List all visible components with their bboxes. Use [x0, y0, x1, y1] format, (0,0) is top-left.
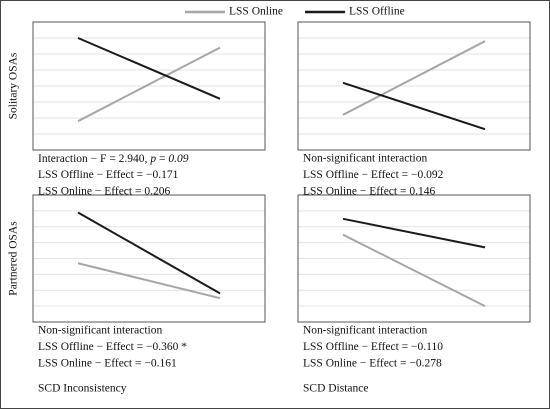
series-line	[77, 211, 221, 295]
series-line	[77, 46, 221, 123]
legend-label: LSS Offline	[349, 6, 405, 18]
series-line	[342, 40, 486, 116]
annotation: LSS Offline − Effect = −0.110	[303, 341, 443, 353]
panel-border	[297, 194, 531, 323]
annotation: LSS Online − Effect = −0.161	[38, 358, 177, 370]
annotation: LSS Online − Effect = −0.278	[303, 358, 442, 370]
annotation-part: 0.09	[168, 153, 188, 165]
annotation-part: =	[156, 153, 168, 165]
annotation-part: p	[149, 153, 156, 165]
panel-border	[32, 194, 266, 323]
legend-label: LSS Online	[229, 6, 283, 18]
panel-border	[32, 21, 266, 151]
annotation-part: Interaction − F = 2.940,	[38, 153, 150, 165]
series-line	[342, 217, 486, 249]
annotation: Non-significant interaction	[38, 325, 162, 337]
panel-border	[297, 21, 531, 151]
annotation: LSS Online − Effect = 0.146	[303, 186, 435, 198]
series-line	[77, 37, 221, 100]
series-line	[342, 233, 486, 308]
series-line	[77, 262, 221, 300]
annotation: LSS Offline − Effect = −0.092	[303, 169, 444, 181]
annotation: Non-significant interaction	[303, 153, 427, 165]
x-axis-label: SCD Distance	[303, 383, 368, 395]
annotation: Interaction − F = 2.940, p = 0.09	[38, 153, 189, 165]
annotation: LSS Offline − Effect = −0.171	[38, 169, 179, 181]
y-axis-label: Solitary OSAs	[8, 52, 20, 119]
series-line	[342, 81, 486, 131]
annotation: LSS Offline − Effect = −0.360 *	[38, 341, 187, 353]
annotation: LSS Online − Effect = 0.206	[38, 186, 170, 198]
y-axis-label: Partnered OSAs	[8, 221, 20, 296]
annotation: Non-significant interaction	[303, 325, 427, 337]
x-axis-label: SCD Inconsistency	[38, 383, 127, 395]
